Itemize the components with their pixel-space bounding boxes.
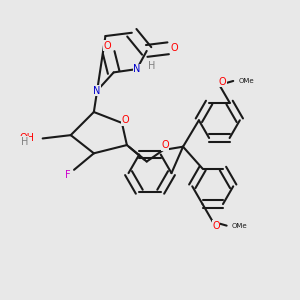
Text: OMe: OMe [232, 223, 247, 229]
Text: OMe: OMe [238, 78, 254, 84]
Text: O: O [122, 115, 129, 125]
Text: O: O [219, 76, 226, 87]
Text: OH: OH [20, 134, 34, 143]
Text: F: F [65, 170, 71, 180]
Text: O: O [103, 41, 111, 51]
Text: O: O [161, 140, 169, 150]
Text: H: H [148, 61, 155, 71]
Text: O: O [212, 220, 220, 231]
Text: O: O [170, 43, 178, 53]
Text: H: H [21, 137, 28, 147]
Text: N: N [133, 64, 140, 74]
Text: N: N [94, 85, 101, 96]
